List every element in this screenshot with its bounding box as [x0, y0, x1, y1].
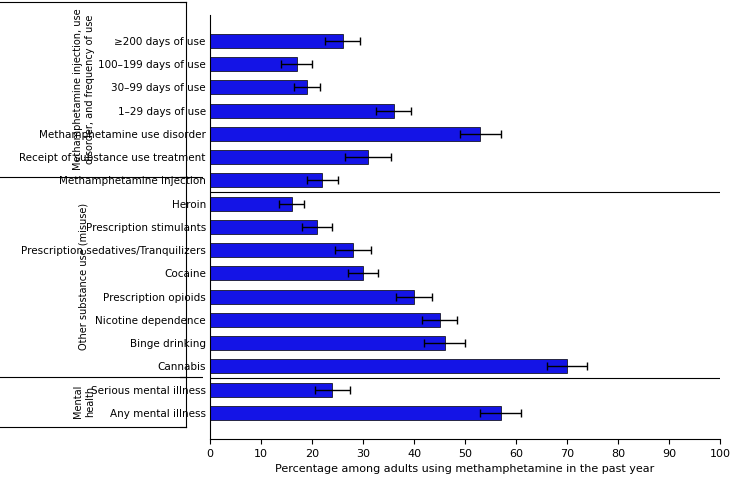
Bar — [210, 313, 440, 327]
Bar — [210, 383, 332, 397]
Bar — [210, 220, 317, 234]
Bar — [210, 266, 363, 281]
Bar — [210, 173, 322, 187]
Bar — [210, 406, 501, 420]
Bar — [210, 150, 368, 164]
Text: Mental
health: Mental health — [73, 385, 94, 418]
Bar — [210, 197, 292, 211]
Bar — [210, 243, 352, 257]
Bar — [210, 290, 414, 304]
Bar — [210, 103, 394, 118]
Text: Other substance use (misuse): Other substance use (misuse) — [79, 203, 88, 350]
Bar — [210, 34, 343, 48]
Text: Methamphetamine injection, use
disorder, and frequency of use: Methamphetamine injection, use disorder,… — [73, 9, 94, 170]
X-axis label: Percentage among adults using methamphetamine in the past year: Percentage among adults using methamphet… — [275, 465, 655, 474]
Bar — [210, 127, 480, 141]
Bar — [210, 336, 445, 350]
Bar — [210, 360, 567, 373]
Bar — [210, 57, 297, 71]
Bar — [210, 81, 307, 94]
